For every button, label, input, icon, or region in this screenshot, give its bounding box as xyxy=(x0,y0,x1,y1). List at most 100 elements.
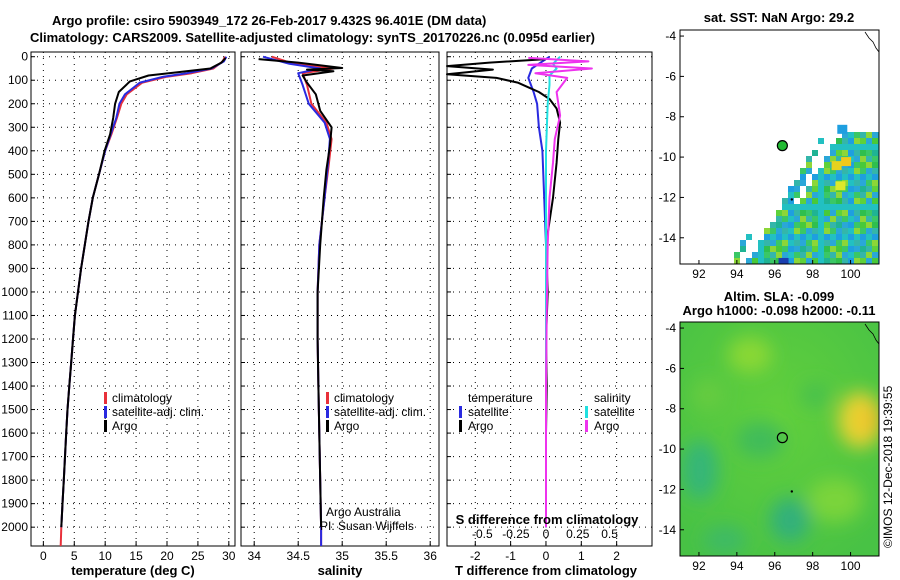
sst-cell xyxy=(872,216,878,222)
sst-cell xyxy=(818,168,824,174)
sst-cell xyxy=(872,192,878,198)
argo-position-marker xyxy=(776,140,788,152)
sst-cell xyxy=(848,216,854,222)
sst-cell xyxy=(860,162,866,168)
sla-map-title-line1: Altim. SLA: -0.099 xyxy=(724,289,835,304)
sst-cell xyxy=(866,258,872,264)
sst-cell xyxy=(824,180,830,186)
sst-cell xyxy=(806,168,812,174)
depth-tick-label: 200 xyxy=(8,97,28,111)
sst-cell xyxy=(830,198,836,204)
sst-cell xyxy=(812,174,818,180)
sst-cell xyxy=(776,210,782,216)
sst-cell xyxy=(824,210,830,216)
sst-cell xyxy=(830,246,836,252)
map-lat-label: -10 xyxy=(659,150,677,164)
sst-cell xyxy=(860,132,866,138)
legend-swatch-t-satellite xyxy=(459,406,462,418)
sst-cell xyxy=(776,228,782,234)
sst-cell xyxy=(854,216,860,222)
sst-cell xyxy=(860,204,866,210)
map-lon-label: 100 xyxy=(841,267,861,281)
sst-cell xyxy=(854,228,860,234)
sst-cell xyxy=(794,204,800,210)
legend-swatch-t-argo xyxy=(459,420,462,432)
legend-label-satellite: satellite-adj. clim. xyxy=(334,405,426,419)
sst-cell xyxy=(836,150,842,156)
sst-cell xyxy=(854,168,860,174)
depth-tick-label: 400 xyxy=(8,144,28,158)
sst-cell xyxy=(794,210,800,216)
sst-cell xyxy=(788,198,794,204)
map-lat-label: -4 xyxy=(665,321,676,335)
sst-cell xyxy=(866,162,872,168)
map-lon-label: 92 xyxy=(692,267,706,281)
sst-cell xyxy=(830,192,836,198)
sst-cell xyxy=(740,240,746,246)
depth-tick-label: 1600 xyxy=(1,426,28,440)
sst-cell xyxy=(860,246,866,252)
island-marker xyxy=(790,198,794,201)
sst-cell xyxy=(806,222,812,228)
depth-tick-label: 100 xyxy=(8,73,28,87)
sst-cell xyxy=(854,150,860,156)
sst-cell xyxy=(830,180,836,186)
sst-cell xyxy=(860,240,866,246)
t-difference-axis-label: T difference from climatology xyxy=(455,563,638,578)
sst-cell xyxy=(848,192,854,198)
difference-legend: temperature satellite Argo salinity sate… xyxy=(459,391,635,433)
legend-swatch-s-satellite xyxy=(585,406,588,418)
sst-cell xyxy=(848,240,854,246)
legend-label-s-argo: Argo xyxy=(594,419,620,433)
series-line-s-satellite xyxy=(545,55,561,528)
sst-cell xyxy=(764,240,770,246)
sst-cell xyxy=(794,234,800,240)
map-markers xyxy=(776,31,880,493)
sst-cell xyxy=(830,186,836,192)
sst-cell xyxy=(740,246,746,252)
sst-cell xyxy=(854,210,860,216)
sst-cell xyxy=(837,124,848,134)
sst-cell xyxy=(866,168,872,174)
sst-cell xyxy=(866,246,872,252)
sst-cell xyxy=(842,144,848,150)
sst-cell xyxy=(764,258,770,264)
map-lon-label: 96 xyxy=(768,559,782,573)
sst-cell xyxy=(758,240,764,246)
sst-cell xyxy=(835,181,846,191)
figure-title-line1: Argo profile: csiro 5903949_172 26-Feb-2… xyxy=(52,13,486,28)
sst-cell xyxy=(812,246,818,252)
sst-cell xyxy=(824,168,830,174)
sst-cell xyxy=(872,210,878,216)
sst-cell xyxy=(854,222,860,228)
map-lon-label: 96 xyxy=(768,267,782,281)
sst-cell xyxy=(872,174,878,180)
depth-tick-label: 1300 xyxy=(1,356,28,370)
sst-cell xyxy=(854,180,860,186)
tick-layer: 0 5 10 15 20 25 300100200300400500600700800900… xyxy=(1,50,620,563)
legend-label-t-argo: Argo xyxy=(468,419,494,433)
sst-cell xyxy=(830,168,836,174)
sst-cell xyxy=(758,258,764,264)
x-tick-label: 34 xyxy=(248,549,262,563)
sst-cell xyxy=(746,264,752,270)
x-tick-label: 34.5 xyxy=(287,549,311,563)
sst-cell xyxy=(842,204,848,210)
sst-cell xyxy=(860,228,866,234)
sst-cell xyxy=(842,168,848,174)
depth-tick-label: 700 xyxy=(8,214,28,228)
sst-cell xyxy=(812,198,818,204)
sst-cell xyxy=(806,228,812,234)
sst-map-frame xyxy=(679,29,880,265)
sst-cell xyxy=(812,240,818,246)
legend-label-s-satellite: satellite xyxy=(594,405,635,419)
sst-cell xyxy=(788,252,794,258)
imos-watermark: ©IMOS 12-Dec-2018 19:39:55 xyxy=(881,385,895,548)
depth-tick-label: 300 xyxy=(8,120,28,134)
sst-cell xyxy=(854,258,860,264)
sst-cell xyxy=(848,132,854,138)
sst-cell xyxy=(794,264,800,270)
sst-cell xyxy=(782,240,788,246)
sst-cell xyxy=(824,186,830,192)
sst-cell xyxy=(830,150,836,156)
